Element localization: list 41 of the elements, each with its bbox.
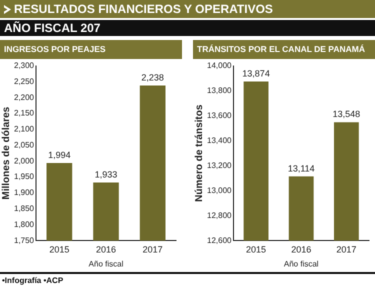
x-axis-title: Año fiscal [284, 259, 319, 268]
chart-title: TRÁNSITOS POR EL CANAL DE PANAMÁ [193, 40, 375, 59]
y-tick-label: 2,150 [14, 108, 35, 118]
data-label: 1,994 [48, 150, 71, 160]
data-label: 13,874 [242, 68, 270, 79]
data-label: 2,238 [141, 72, 164, 82]
chart-title: INGRESOS POR PEAJES [0, 40, 182, 59]
y-tick-label: 13,800 [207, 86, 232, 95]
y-axis-title: Número de tránsitos [194, 104, 205, 202]
data-label: 1,933 [94, 169, 118, 180]
data-label: 13,114 [288, 163, 315, 174]
y-tick-label: 13,000 [207, 186, 232, 195]
y-tick-label: 1,950 [14, 172, 35, 182]
data-label: 13,548 [332, 109, 360, 120]
x-tick-label: 2016 [291, 244, 312, 254]
x-tick-label: 2017 [142, 244, 163, 254]
x-tick-label: 2016 [96, 244, 116, 254]
y-tick-label: 13,600 [207, 110, 232, 120]
y-tick-label: 13,200 [207, 160, 232, 170]
x-tick-label: 2015 [49, 244, 70, 254]
y-tick-label: 12,600 [207, 236, 232, 245]
y-tick-label: 12,800 [207, 210, 232, 220]
y-tick-label: 2,050 [14, 140, 35, 150]
y-tick-label: 14,000 [207, 61, 232, 70]
y-tick-label: 13,400 [207, 136, 232, 145]
y-tick-label: 2,250 [14, 76, 35, 86]
y-tick-label: 1,750 [14, 236, 35, 245]
x-tick-label: 2017 [336, 244, 356, 254]
text: RESULTADOS FINANCIEROS Y OPERATIVOS [14, 2, 273, 16]
y-tick-label: 2,100 [14, 124, 35, 134]
x-axis-title: Año fiscal [88, 259, 124, 268]
y-tick-label: 2,300 [14, 61, 35, 70]
text: •Infografía •ACP [2, 276, 64, 285]
y-tick-label: 1,850 [14, 204, 35, 214]
y-axis-title: Millones de dólares [0, 106, 12, 200]
y-tick-label: 2,200 [14, 92, 35, 102]
y-tick-label: 1,900 [14, 188, 35, 198]
y-tick-label: 2,000 [14, 156, 35, 166]
text: AÑO FISCAL 207 [0, 20, 375, 36]
x-tick-label: 2015 [246, 244, 266, 254]
y-tick-label: 1,800 [14, 220, 35, 229]
